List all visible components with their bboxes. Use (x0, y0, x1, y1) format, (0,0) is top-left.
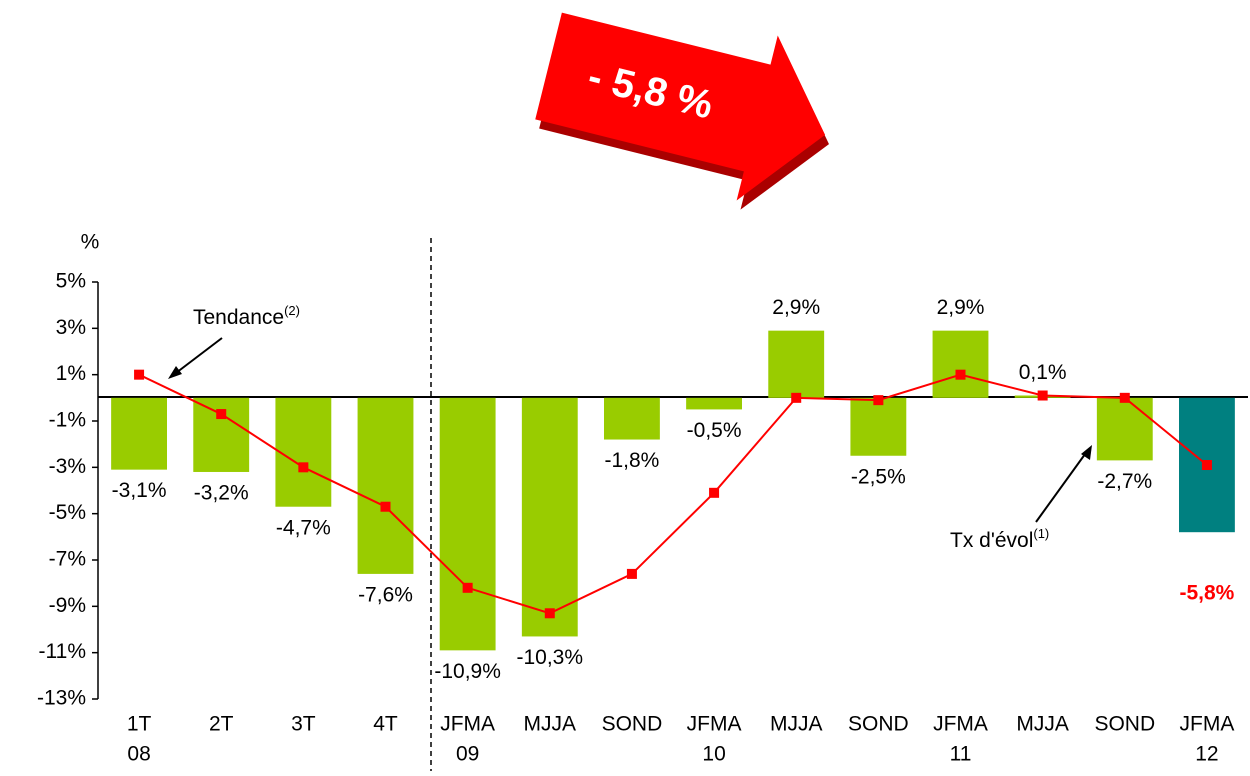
data-label: -10,9% (434, 660, 501, 683)
y-tick-label: 5% (56, 270, 86, 293)
x-tick-label: MJJA (770, 713, 823, 736)
y-tick-label: -3% (49, 455, 86, 478)
x-tick-label: JFMA (933, 713, 988, 736)
x-tick-label: 1T (127, 713, 152, 736)
trend-marker (216, 409, 226, 419)
trend-marker (545, 608, 555, 618)
bar (686, 398, 742, 410)
annotation-sup: (1) (1033, 526, 1049, 541)
trend-marker (1202, 460, 1212, 470)
x-tick-label: 11 (950, 743, 972, 766)
data-label: 0,1% (1019, 361, 1067, 384)
x-tick-label: 12 (1195, 743, 1218, 766)
data-label: -2,7% (1097, 470, 1152, 493)
bar (522, 398, 578, 637)
data-label: -3,1% (112, 479, 167, 502)
trend-marker (956, 370, 966, 380)
data-label: -2,5% (851, 465, 906, 488)
y-tick-label: -7% (49, 548, 86, 571)
trend-marker (1120, 393, 1130, 403)
headline-arrow: - 5,8 % (526, 0, 851, 227)
data-label: -10,3% (517, 646, 584, 669)
y-tick-label: -13% (37, 687, 86, 710)
x-tick-label: 3T (291, 713, 316, 736)
y-tick-label: 3% (56, 316, 86, 339)
annotation-sup: (2) (284, 303, 300, 318)
y-tick-label: 1% (56, 362, 86, 385)
bar (111, 398, 167, 470)
y-tick-label: -1% (49, 409, 86, 432)
bar (768, 331, 824, 398)
y-tick-label: -11% (39, 640, 86, 663)
annotation-text: Tx d'évol (950, 529, 1033, 552)
data-label: 2,9% (937, 296, 985, 319)
y-tick-label: -5% (49, 501, 86, 524)
x-tick-label: JFMA (687, 713, 742, 736)
y-tick-label: -9% (49, 594, 86, 617)
data-label: -1,8% (604, 449, 659, 472)
x-tick-label: JFMA (1180, 713, 1235, 736)
annotation-arrow (1036, 450, 1088, 522)
x-tick-label: JFMA (440, 713, 495, 736)
annotation-text: Tendance (193, 306, 284, 329)
bar (1097, 398, 1153, 461)
bar (933, 331, 989, 398)
x-tick-label: SOND (848, 713, 909, 736)
bar (604, 398, 660, 440)
x-tick-label: 2T (209, 713, 234, 736)
annotation: Tendance(2) (193, 303, 300, 328)
annotation: Tx d'évol(1) (950, 526, 1049, 551)
trend-marker (791, 393, 801, 403)
annotation-arrowhead (168, 366, 182, 379)
data-label: -3,2% (194, 482, 249, 505)
data-label: -4,7% (276, 516, 331, 539)
x-tick-label: 10 (702, 743, 725, 766)
data-label: -0,5% (687, 419, 742, 442)
bar (358, 398, 414, 574)
trend-marker (627, 569, 637, 579)
x-tick-label: 09 (456, 743, 479, 766)
bar (440, 398, 496, 651)
data-label: -7,6% (358, 583, 413, 606)
data-label: 2,9% (772, 296, 820, 319)
x-tick-label: SOND (602, 713, 663, 736)
trend-marker (463, 583, 473, 593)
x-tick-label: SOND (1094, 713, 1155, 736)
bar (275, 398, 331, 507)
trend-marker (709, 488, 719, 498)
trend-marker (381, 502, 391, 512)
trend-marker (873, 395, 883, 405)
trend-marker (298, 462, 308, 472)
bar (193, 398, 249, 472)
y-axis-label: % (81, 231, 100, 254)
x-tick-label: MJJA (1016, 713, 1069, 736)
trend-marker (1038, 391, 1048, 401)
trend-marker (134, 370, 144, 380)
chart: - 5,8 % % Tendance(2) Tx d'évol(1) 5% 3% 1… (0, 0, 1250, 771)
x-tick-label: 4T (373, 713, 398, 736)
x-tick-label: MJJA (524, 713, 577, 736)
data-label: -5,8% (1179, 582, 1234, 605)
bar (850, 398, 906, 456)
x-tick-label: 08 (127, 743, 150, 766)
annotation-arrow (172, 338, 222, 376)
